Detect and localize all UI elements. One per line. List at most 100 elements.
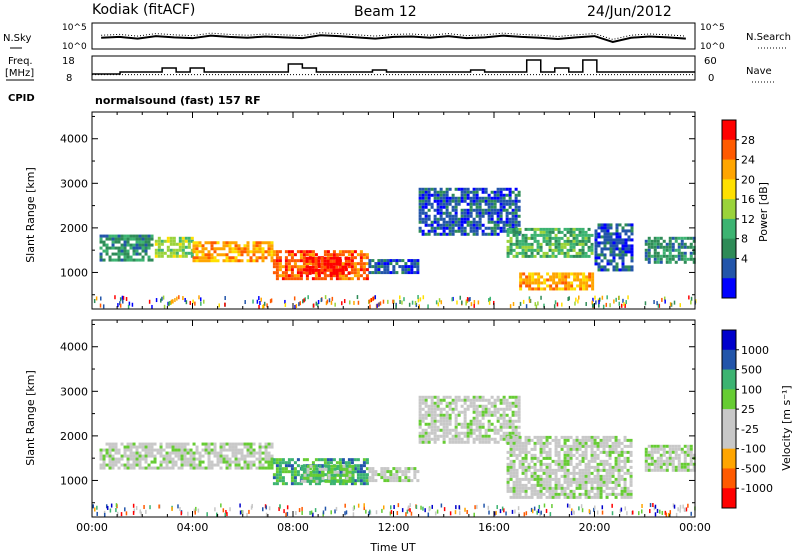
data-cell — [647, 239, 651, 243]
data-cell — [327, 470, 331, 474]
data-cell — [439, 398, 443, 402]
scatter-cell — [653, 506, 656, 511]
data-cell — [617, 462, 621, 466]
data-cell — [392, 473, 396, 477]
data-cell — [593, 456, 597, 460]
data-cell — [439, 407, 443, 411]
data-cell — [436, 196, 440, 200]
data-cell — [255, 247, 259, 251]
data-cell — [511, 419, 515, 423]
data-cell — [404, 467, 408, 471]
data-cell — [177, 445, 181, 449]
data-cell — [653, 245, 657, 249]
data-cell — [614, 435, 618, 439]
data-cell — [312, 473, 316, 477]
data-cell — [566, 468, 570, 472]
data-cell — [138, 234, 142, 238]
data-cell — [383, 473, 387, 477]
data-cell — [302, 470, 306, 474]
data-cell — [569, 444, 573, 448]
data-cell — [114, 234, 118, 238]
data-cell — [427, 217, 431, 221]
data-cell — [454, 205, 458, 209]
data-cell — [436, 428, 440, 432]
scatter-cell — [125, 511, 128, 516]
data-cell — [165, 454, 169, 458]
data-cell — [554, 444, 558, 448]
data-cell — [624, 223, 628, 227]
data-cell — [509, 438, 513, 442]
data-cell — [126, 448, 130, 452]
data-cell — [234, 448, 238, 452]
data-cell — [141, 234, 145, 238]
scatter-cell — [203, 299, 205, 304]
data-cell — [569, 254, 573, 258]
data-cell — [612, 247, 616, 251]
data-cell — [521, 242, 525, 246]
data-cell — [536, 495, 540, 499]
data-cell — [484, 407, 488, 411]
data-cell — [551, 236, 555, 240]
data-cell — [505, 425, 509, 429]
data-cell — [308, 256, 312, 260]
data-cell — [166, 236, 170, 240]
data-cell — [576, 278, 580, 282]
data-cell — [581, 239, 585, 243]
data-cell — [594, 259, 598, 263]
data-cell — [605, 495, 609, 499]
data-cell — [509, 453, 513, 457]
scatter-cell — [601, 510, 604, 515]
data-cell — [536, 227, 540, 231]
data-cell — [508, 199, 512, 203]
data-cell — [475, 434, 479, 438]
data-cell — [371, 259, 375, 263]
data-cell — [424, 434, 428, 438]
data-cell — [445, 395, 449, 399]
data-cell — [395, 476, 399, 480]
data-cell — [469, 401, 473, 405]
data-cell — [531, 272, 535, 276]
scatter-cell — [381, 508, 383, 513]
data-cell — [123, 258, 127, 262]
data-cell — [308, 482, 312, 486]
data-cell — [671, 468, 675, 472]
data-cell — [487, 205, 491, 209]
data-cell — [614, 495, 618, 499]
data-cell — [575, 465, 579, 469]
data-cell — [618, 247, 622, 251]
data-cell — [671, 462, 675, 466]
data-cell — [309, 464, 313, 468]
colorbar-tick-label: 1000 — [741, 344, 769, 357]
data-cell — [299, 271, 303, 275]
scatter-cell — [690, 511, 692, 516]
data-cell — [496, 431, 500, 435]
data-cell — [216, 457, 220, 461]
data-cell — [344, 268, 348, 272]
colorbar-swatch — [722, 199, 736, 220]
data-cell — [314, 482, 318, 486]
data-cell — [629, 471, 633, 475]
data-cell — [371, 271, 375, 275]
data-cell — [264, 250, 268, 254]
data-cell — [126, 460, 130, 464]
data-cell — [511, 199, 515, 203]
data-cell — [439, 413, 443, 417]
data-cell — [138, 445, 142, 449]
data-cell — [490, 220, 494, 224]
data-cell — [246, 241, 250, 245]
data-cell — [332, 458, 336, 462]
data-cell — [514, 187, 518, 191]
data-cell — [557, 462, 561, 466]
data-cell — [132, 460, 136, 464]
data-cell — [445, 428, 449, 432]
data-cell — [514, 199, 518, 203]
data-cell — [466, 208, 470, 212]
data-cell — [433, 208, 437, 212]
data-cell — [611, 480, 615, 484]
data-cell — [578, 438, 582, 442]
data-cell — [514, 217, 518, 221]
data-cell — [692, 245, 696, 249]
data-cell — [252, 259, 256, 263]
scatter-cell — [464, 507, 466, 512]
data-cell — [596, 465, 600, 469]
